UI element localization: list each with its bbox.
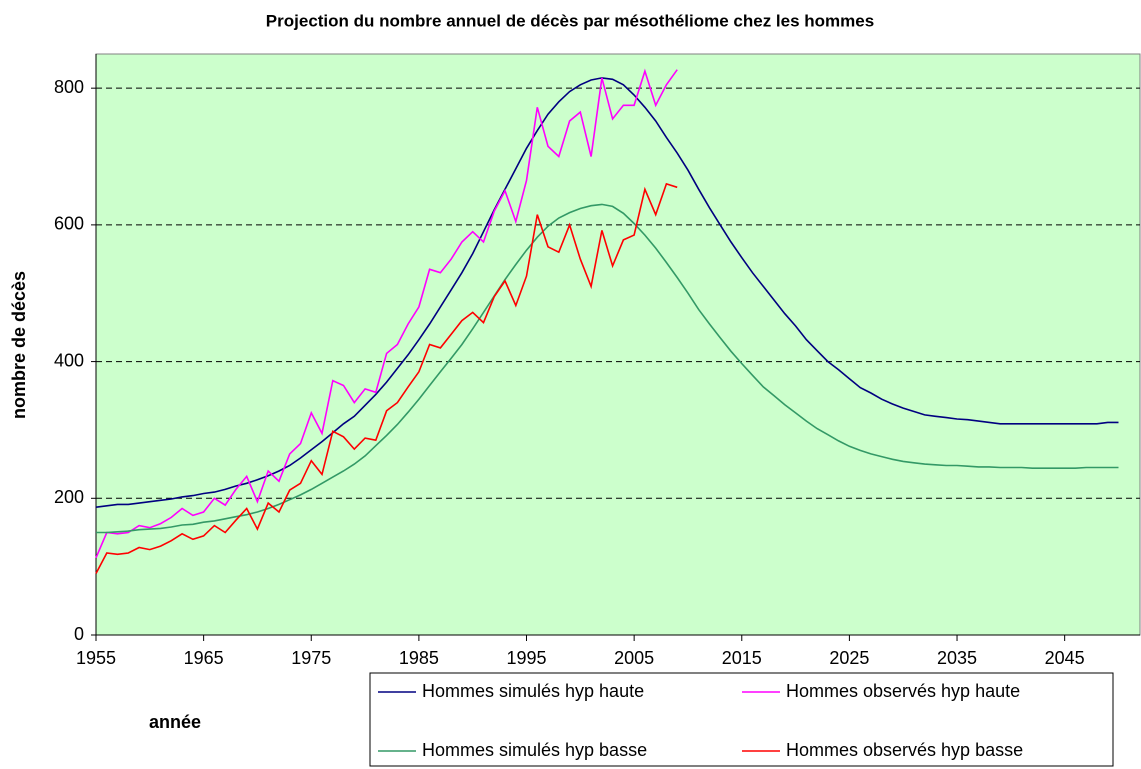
series-line	[95, 68, 678, 559]
x-tick-label: 1975	[291, 648, 331, 668]
plot-area	[95, 53, 1141, 636]
x-axis-label: année	[149, 712, 201, 732]
x-tick-label: 1955	[76, 648, 116, 668]
series-line	[95, 182, 678, 574]
chart-title: Projection du nombre annuel de décès par…	[266, 11, 874, 30]
x-tick-label: 2025	[829, 648, 869, 668]
x-tick-label: 2015	[722, 648, 762, 668]
x-tick-label: 1985	[399, 648, 439, 668]
x-tick-label: 1995	[506, 648, 546, 668]
y-axis-label: nombre de décès	[9, 271, 29, 419]
legend-label: Hommes observés hyp basse	[786, 740, 1023, 760]
x-tick-label: 2035	[937, 648, 977, 668]
x-tick-label: 2045	[1045, 648, 1085, 668]
legend-label: Hommes simulés hyp haute	[422, 681, 644, 701]
y-tick-label: 400	[54, 350, 84, 370]
y-tick-label: 800	[54, 77, 84, 97]
x-tick-label: 2005	[614, 648, 654, 668]
y-tick-label: 600	[54, 214, 84, 234]
x-tick-label: 1965	[184, 648, 224, 668]
y-tick-label: 0	[74, 624, 84, 644]
legend-box	[369, 672, 1114, 767]
legend-label: Hommes observés hyp haute	[786, 681, 1020, 701]
y-tick-label: 200	[54, 487, 84, 507]
legend-label: Hommes simulés hyp basse	[422, 740, 647, 760]
